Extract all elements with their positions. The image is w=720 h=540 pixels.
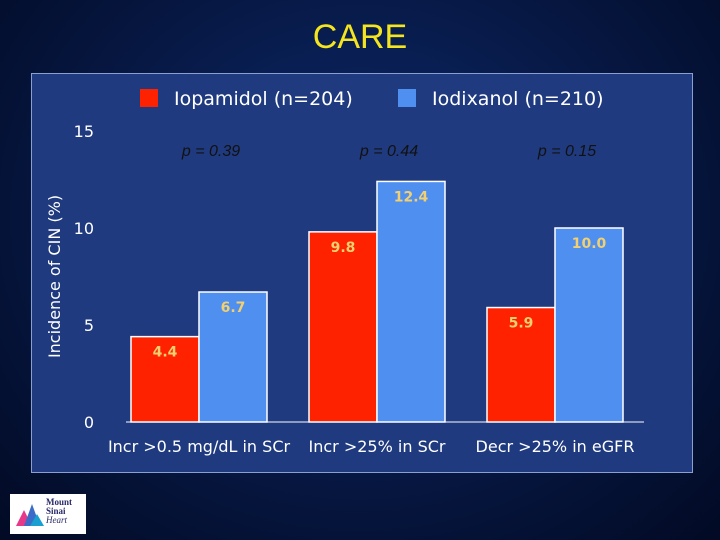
x-category-label-3: Decr >25% in eGFR [476, 437, 635, 456]
y-tick-label: 0 [84, 413, 94, 432]
bar-value-label: 5.9 [509, 316, 534, 332]
chart-panel: Iopamidol (n=204) Iodixanol (n=210) Incide… [31, 73, 693, 473]
bar-iopamidol-1 [130, 335, 200, 423]
y-tick-label: 5 [84, 316, 94, 335]
bar-value-label: 12.4 [394, 189, 429, 205]
bar-iodixanol-2 [376, 180, 446, 423]
y-tick-label: 15 [74, 122, 94, 141]
p-value-annotation-3: p = 0.15 [537, 143, 596, 160]
x-category-label-1: Incr >0.5 mg/dL in SCr [108, 437, 291, 456]
p-value-annotation-1: p = 0.39 [181, 143, 240, 160]
bar-value-label: 6.7 [221, 300, 246, 316]
p-value-annotation-2: p = 0.44 [359, 143, 418, 160]
bar-value-label: 9.8 [331, 240, 356, 256]
bar-chart: Iopamidol (n=204) Iodixanol (n=210) Incide… [45, 88, 644, 456]
logo-line-1: Mount [46, 497, 73, 507]
bar-iopamidol-3 [486, 306, 556, 423]
legend-label-2: Iodixanol (n=210) [432, 88, 604, 110]
legend-label-1: Iopamidol (n=204) [174, 88, 353, 110]
logo-line-2: Sinai [46, 506, 66, 516]
x-category-label-2: Incr >25% in SCr [309, 437, 446, 456]
slide-title: CARE [312, 18, 408, 56]
bar-iopamidol-2 [308, 231, 378, 423]
legend-swatch-1 [140, 89, 158, 107]
logo-line-3: Heart [46, 515, 67, 525]
bar-iodixanol-1 [198, 291, 268, 423]
bar-iodixanol-3 [554, 227, 624, 423]
legend-swatch-2 [398, 89, 416, 107]
logo-mark-icon [16, 504, 44, 526]
y-tick-label: 10 [74, 219, 94, 238]
bar-value-label: 10.0 [572, 236, 607, 252]
bar-value-label: 4.4 [153, 345, 178, 361]
y-axis-label: Incidence of CIN (%) [45, 195, 64, 358]
mount-sinai-logo: Mount Sinai Heart [10, 494, 86, 534]
